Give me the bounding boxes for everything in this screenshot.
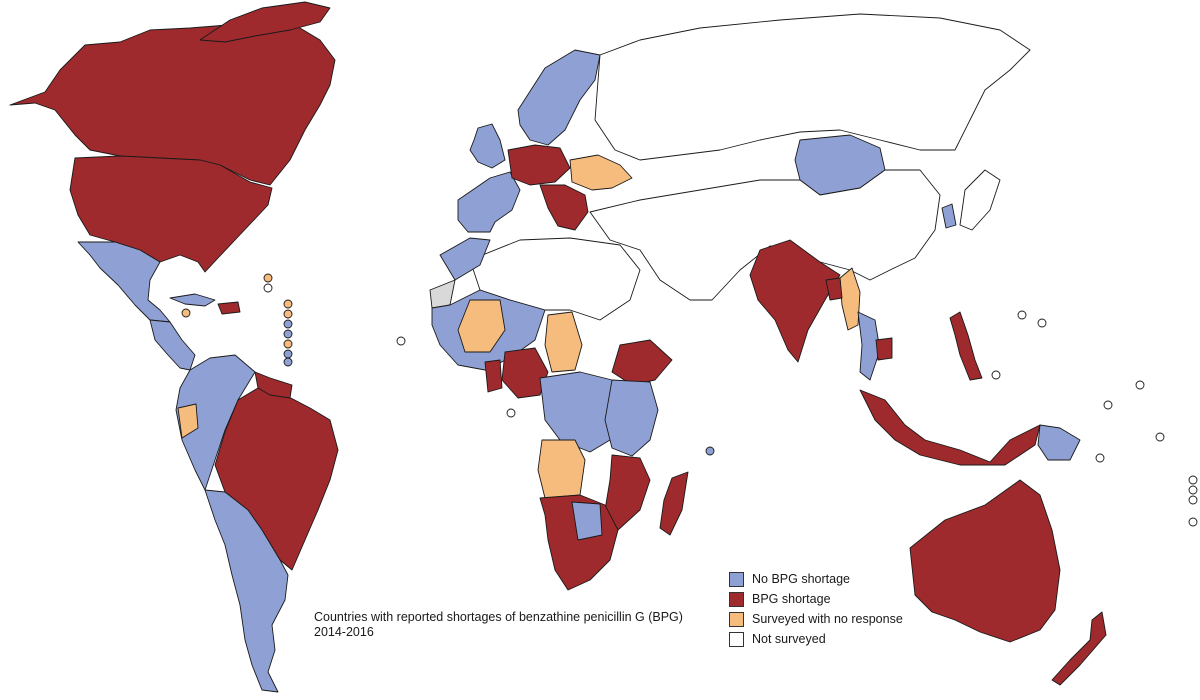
island-marker-atlantic [396,336,406,346]
island-marker-pacific-1 [1017,310,1027,320]
island-marker-caribbean-4 [283,309,293,319]
legend: No BPG shortage BPG shortage Surveyed wi… [729,569,903,649]
legend-item-not-surveyed: Not surveyed [729,629,903,649]
island-marker-bahamas [181,308,191,318]
region-brazil [214,387,339,571]
legend-label-not-surveyed: Not surveyed [752,632,826,646]
map-caption: Countries with reported shortages of ben… [314,610,683,640]
region-morocco [439,237,491,281]
region-india [749,239,841,363]
region-russia-north-asia [594,13,1031,161]
region-myanmar [839,267,861,331]
region-ukraine [569,154,633,191]
legend-label-no-response: Surveyed with no response [752,612,903,626]
island-marker-pacific-7 [1095,453,1105,463]
region-east-africa [604,379,659,457]
region-uk-ireland [469,123,506,169]
island-marker-pacific-10 [1188,495,1198,505]
island-marker-pacific-6 [1155,432,1165,442]
region-hispaniola [217,301,241,315]
region-central-america [149,319,196,371]
legend-label-shortage: BPG shortage [752,592,831,606]
region-cuba [169,293,216,307]
region-nigeria [501,347,549,399]
island-marker-caribbean-5 [283,319,293,329]
region-korea [941,203,957,229]
island-marker-caribbean-1 [263,273,273,283]
land-layer [9,1,1107,693]
small-island-markers [181,273,1198,527]
region-japan [959,169,1001,231]
region-papua-new-guinea [1037,424,1081,461]
region-guianas [254,371,293,399]
island-marker-pacific-4 [1135,380,1145,390]
caption-line-1: Countries with reported shortages of ben… [314,610,683,624]
island-marker-caribbean-7 [283,339,293,349]
region-ecuador [177,403,199,439]
region-mali [457,299,506,353]
legend-swatch-not-surveyed [729,631,744,647]
region-mozambique [604,454,651,531]
region-arctic-islands [199,1,331,43]
region-australia [909,479,1061,643]
legend-label-no-shortage: No BPG shortage [752,572,850,586]
island-marker-caribbean-9 [283,357,293,367]
legend-item-no-shortage: No BPG shortage [729,569,903,589]
region-germany-poland [507,144,571,186]
legend-swatch-no-shortage [729,571,744,587]
caption-line-2: 2014-2016 [314,625,374,639]
region-cambodia [875,337,893,361]
region-angola [537,439,586,499]
island-marker-caribbean-2 [263,283,273,293]
legend-swatch-shortage [729,591,744,607]
region-indonesia [859,389,1041,466]
region-scandinavia [517,49,601,146]
region-ghana [484,359,503,393]
region-usa [69,155,273,273]
legend-item-no-response: Surveyed with no response [729,609,903,629]
island-marker-mauritius [705,446,715,456]
region-canada-alaska [9,19,336,186]
region-china-middle-east [589,169,941,301]
region-balkans [539,184,589,231]
region-botswana [571,501,603,541]
island-marker-caribbean-3 [283,299,293,309]
region-new-zealand [1051,611,1107,686]
island-marker-pacific-3 [991,370,1001,380]
region-argentina-chile [204,489,289,693]
region-western-sahara [429,279,456,309]
island-marker-pacific-9 [1188,485,1198,495]
region-south-america-west [175,354,256,491]
legend-item-shortage: BPG shortage [729,589,903,609]
island-marker-pacific-8 [1188,475,1198,485]
region-thailand [857,311,881,381]
island-marker-pacific-5 [1103,400,1113,410]
region-bangladesh [825,277,843,301]
region-philippines [949,311,983,381]
region-ethiopia [611,339,673,386]
legend-swatch-no-response [729,611,744,627]
island-marker-pacific-2 [1037,318,1047,328]
region-france-iberia [457,171,521,233]
region-chad [544,311,583,373]
island-marker-caribbean-6 [283,329,293,339]
region-madagascar [659,471,689,536]
island-marker-pacific-11 [1188,517,1198,527]
region-mexico [77,241,171,323]
island-marker-caribbean-8 [283,349,293,359]
island-marker-gulf-of-guinea [506,408,516,418]
